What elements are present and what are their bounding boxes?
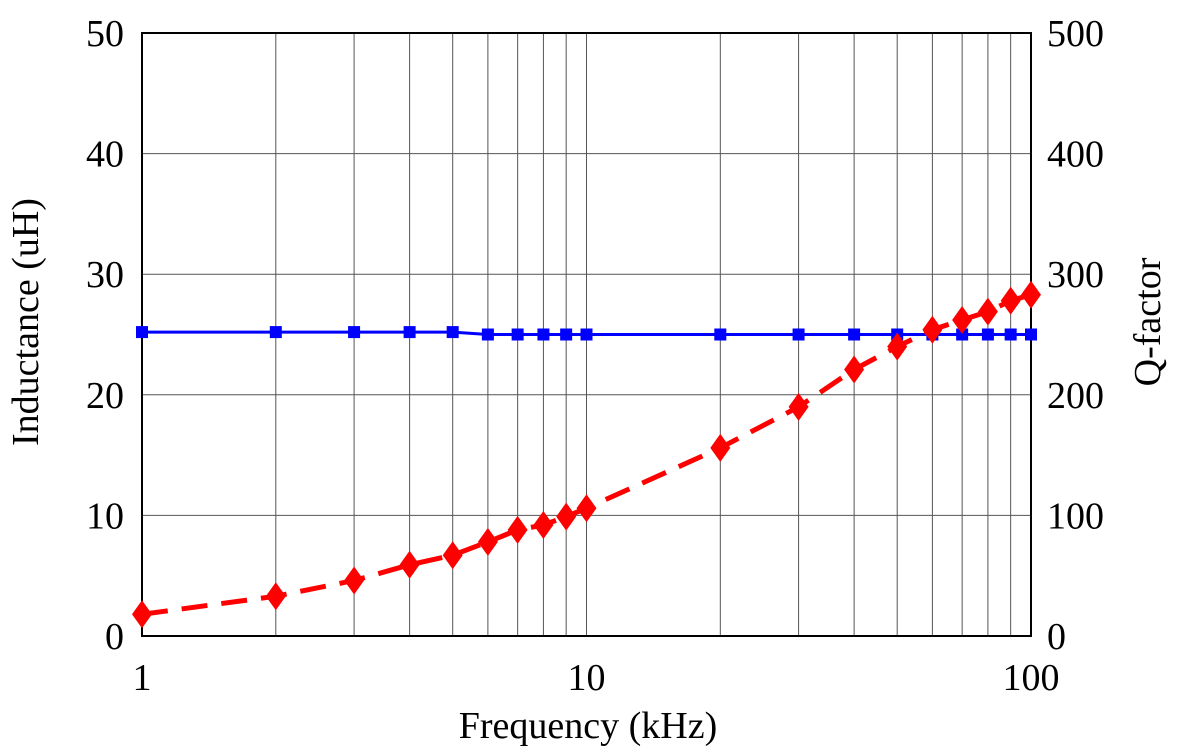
data-point (442, 541, 463, 570)
y2-tick-label: 0 (1047, 616, 1066, 658)
data-point (844, 355, 865, 384)
data-point (507, 515, 528, 544)
data-point (580, 328, 593, 341)
data-point (956, 328, 969, 341)
y2-tick-label: 100 (1047, 495, 1104, 537)
data-point (403, 326, 416, 339)
data-point (511, 328, 524, 341)
y2-axis-label: Q-factor (1127, 257, 1169, 386)
data-point (560, 328, 573, 341)
data-point (1000, 286, 1021, 315)
x-tick-label: 100 (1003, 657, 1060, 699)
y2-tick-label: 300 (1047, 254, 1104, 296)
y-axis-label: Inductance (uH) (5, 198, 47, 446)
y-tick-label: 30 (86, 254, 124, 296)
data-point (576, 494, 597, 523)
data-point (981, 328, 994, 341)
y2-tick-label: 200 (1047, 375, 1104, 417)
data-point (952, 306, 973, 334)
data-point (265, 582, 286, 611)
data-point (1004, 328, 1017, 341)
y-tick-label: 0 (105, 616, 124, 658)
data-point (556, 502, 577, 531)
y-tick-label: 20 (86, 375, 124, 417)
x-axis-label: Frequency (kHz) (459, 705, 718, 747)
data-point (792, 328, 805, 341)
y-tick-label: 10 (86, 495, 124, 537)
data-point (1025, 328, 1037, 341)
data-point (481, 328, 494, 341)
data-point (977, 297, 998, 326)
data-point (788, 392, 809, 421)
series-q-factor (132, 280, 1041, 629)
y2-tick-label: 500 (1047, 13, 1104, 55)
data-point (269, 326, 282, 339)
x-tick-label: 10 (568, 657, 606, 699)
data-point (537, 328, 550, 341)
data-point (1021, 280, 1041, 309)
data-point (533, 511, 554, 539)
x-tick-label: 1 (133, 657, 152, 699)
data-point (344, 566, 365, 595)
data-point (399, 550, 420, 579)
data-point (446, 326, 459, 339)
series-layer (132, 280, 1041, 629)
data-point (710, 433, 731, 462)
y-tick-label: 50 (86, 13, 124, 55)
data-point (136, 326, 148, 339)
y2-tick-label: 400 (1047, 134, 1104, 176)
data-point (477, 527, 498, 556)
data-point (714, 328, 727, 341)
data-point (848, 328, 861, 341)
data-point (348, 326, 361, 339)
y-tick-label: 40 (86, 134, 124, 176)
data-point (132, 600, 152, 629)
data-point (887, 332, 908, 361)
data-point (922, 315, 943, 344)
